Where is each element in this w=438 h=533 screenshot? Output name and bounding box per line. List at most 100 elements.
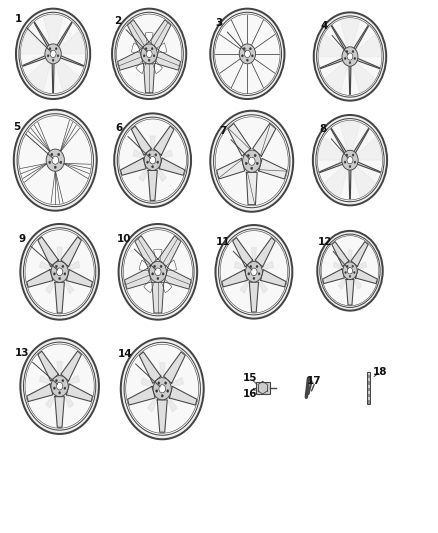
Ellipse shape [146, 50, 152, 58]
Polygon shape [255, 238, 275, 267]
Ellipse shape [152, 166, 154, 168]
Ellipse shape [64, 387, 66, 390]
Polygon shape [46, 386, 60, 408]
Text: 4: 4 [320, 21, 348, 54]
Ellipse shape [258, 273, 260, 275]
Polygon shape [154, 249, 162, 261]
Ellipse shape [248, 273, 250, 275]
Polygon shape [57, 247, 62, 272]
Polygon shape [133, 150, 152, 160]
Polygon shape [154, 126, 174, 155]
Ellipse shape [347, 157, 353, 164]
Ellipse shape [321, 236, 379, 306]
Polygon shape [135, 236, 158, 268]
Polygon shape [155, 51, 180, 70]
Ellipse shape [123, 230, 192, 314]
Ellipse shape [345, 271, 346, 273]
Ellipse shape [21, 14, 86, 94]
Ellipse shape [51, 261, 68, 282]
Polygon shape [127, 386, 155, 405]
Polygon shape [55, 397, 64, 427]
Ellipse shape [56, 379, 57, 382]
Ellipse shape [25, 344, 94, 428]
Ellipse shape [354, 58, 356, 60]
Ellipse shape [151, 47, 153, 50]
Polygon shape [259, 158, 287, 179]
Polygon shape [141, 377, 162, 389]
Ellipse shape [243, 150, 261, 172]
Ellipse shape [152, 273, 154, 275]
Polygon shape [261, 270, 286, 287]
Ellipse shape [210, 9, 285, 99]
Ellipse shape [352, 154, 354, 156]
Ellipse shape [251, 55, 253, 57]
Polygon shape [60, 272, 74, 294]
Polygon shape [348, 170, 352, 199]
Ellipse shape [349, 62, 351, 64]
Ellipse shape [157, 161, 159, 164]
Ellipse shape [245, 162, 247, 165]
Ellipse shape [20, 224, 99, 320]
Text: 11: 11 [216, 237, 252, 270]
Polygon shape [340, 122, 360, 152]
Polygon shape [124, 268, 152, 289]
Ellipse shape [161, 394, 163, 397]
Ellipse shape [215, 14, 280, 94]
Polygon shape [127, 20, 149, 50]
Ellipse shape [51, 376, 68, 397]
Polygon shape [43, 15, 63, 45]
Ellipse shape [318, 18, 382, 95]
Ellipse shape [64, 273, 66, 275]
Polygon shape [162, 279, 172, 293]
Ellipse shape [353, 271, 355, 273]
Polygon shape [339, 271, 350, 289]
Ellipse shape [158, 382, 160, 384]
Ellipse shape [247, 59, 248, 61]
Ellipse shape [210, 111, 293, 212]
Polygon shape [217, 158, 245, 179]
Polygon shape [353, 26, 368, 50]
Polygon shape [253, 124, 276, 156]
Ellipse shape [51, 153, 53, 156]
Polygon shape [158, 236, 181, 268]
Text: 9: 9 [19, 234, 57, 270]
Ellipse shape [24, 228, 96, 316]
Polygon shape [228, 124, 251, 156]
Ellipse shape [254, 154, 256, 157]
Ellipse shape [52, 156, 59, 164]
Ellipse shape [253, 277, 255, 279]
Ellipse shape [313, 115, 387, 205]
Polygon shape [57, 361, 62, 386]
Polygon shape [350, 271, 362, 289]
Ellipse shape [342, 150, 358, 170]
Ellipse shape [155, 268, 161, 276]
Polygon shape [254, 272, 268, 293]
Ellipse shape [244, 50, 251, 58]
Ellipse shape [55, 47, 57, 50]
Ellipse shape [145, 47, 147, 50]
Ellipse shape [117, 14, 182, 94]
Polygon shape [251, 248, 257, 272]
Polygon shape [27, 270, 53, 287]
Ellipse shape [239, 44, 255, 64]
Polygon shape [61, 351, 81, 381]
Ellipse shape [60, 161, 62, 164]
Polygon shape [148, 389, 162, 411]
Polygon shape [40, 261, 60, 272]
Ellipse shape [149, 156, 155, 164]
Polygon shape [249, 282, 258, 312]
Ellipse shape [346, 265, 348, 267]
Polygon shape [152, 150, 172, 160]
Polygon shape [46, 272, 60, 294]
Polygon shape [139, 160, 152, 181]
Polygon shape [139, 352, 161, 383]
Ellipse shape [17, 114, 93, 207]
Polygon shape [170, 386, 197, 405]
Ellipse shape [153, 378, 171, 400]
Polygon shape [351, 241, 368, 266]
Ellipse shape [317, 16, 383, 97]
Ellipse shape [117, 117, 188, 203]
Ellipse shape [215, 117, 288, 206]
Polygon shape [60, 386, 74, 408]
Polygon shape [144, 279, 154, 293]
